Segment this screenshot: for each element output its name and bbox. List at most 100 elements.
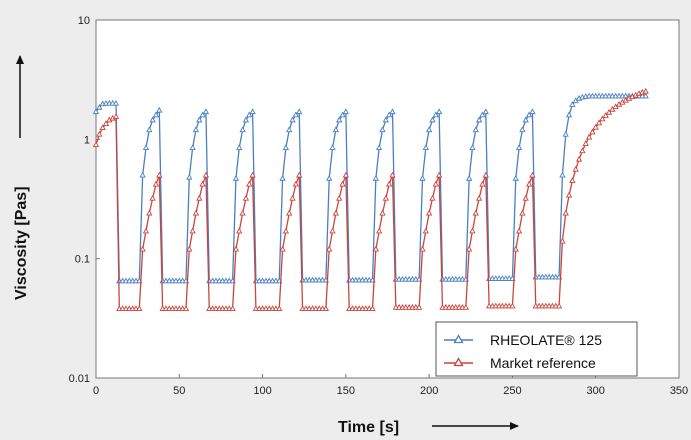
series-1	[92, 87, 649, 312]
data-point	[92, 108, 100, 115]
data-point	[595, 119, 603, 126]
data-point	[509, 302, 516, 309]
data-point	[279, 174, 286, 181]
legend-marker-rheolate	[453, 334, 464, 344]
data-point	[475, 194, 483, 201]
data-point	[482, 171, 489, 178]
data-point	[479, 180, 486, 187]
x-axis-title: Time [s]	[338, 419, 399, 436]
data-point	[559, 171, 566, 178]
data-point	[202, 171, 210, 178]
data-point	[196, 194, 203, 201]
data-point	[246, 180, 253, 187]
data-point	[239, 209, 246, 216]
data-point	[419, 174, 426, 181]
data-point	[389, 108, 396, 115]
data-point	[329, 144, 336, 151]
data-point	[372, 174, 379, 181]
data-point	[565, 191, 573, 198]
data-point	[156, 171, 163, 178]
data-point	[249, 108, 256, 115]
data-point	[435, 108, 443, 115]
data-point	[146, 209, 153, 216]
data-point	[429, 116, 436, 123]
data-point	[525, 111, 533, 118]
x-axis-ticks: 0 50 100 150 200 250 300 350	[93, 374, 688, 397]
legend-label-market: Market reference	[490, 355, 596, 371]
data-point	[282, 144, 290, 151]
data-point	[515, 227, 523, 234]
data-point	[332, 126, 340, 133]
data-point	[425, 126, 433, 133]
data-point	[336, 194, 343, 201]
data-point	[156, 106, 163, 113]
data-point	[562, 209, 569, 216]
y-tick-label: 0.1	[75, 254, 90, 266]
data-point	[465, 174, 473, 181]
data-point	[602, 112, 609, 118]
data-point	[149, 194, 156, 201]
data-point	[146, 126, 153, 133]
data-point	[519, 209, 526, 216]
data-point	[112, 99, 120, 106]
data-point	[525, 180, 533, 187]
data-point	[386, 180, 393, 187]
data-point	[482, 108, 489, 115]
data-point	[229, 305, 236, 312]
data-point	[522, 194, 529, 201]
data-point	[289, 116, 296, 123]
x-tick-label: 150	[337, 385, 355, 397]
data-point	[372, 245, 379, 252]
data-point	[339, 180, 346, 187]
legend-box	[435, 321, 638, 377]
data-point	[282, 227, 290, 234]
data-point	[246, 111, 253, 118]
data-point	[289, 194, 296, 201]
data-point	[96, 103, 103, 110]
data-point	[565, 111, 573, 118]
data-point	[529, 108, 536, 115]
data-point	[422, 144, 429, 151]
data-point	[236, 144, 243, 151]
data-point	[422, 227, 429, 234]
data-point	[189, 227, 196, 234]
data-point	[232, 245, 240, 252]
data-point	[465, 245, 473, 252]
data-point	[189, 144, 196, 151]
data-point	[575, 155, 583, 162]
data-point	[389, 171, 396, 178]
data-point	[96, 130, 103, 137]
data-point	[112, 113, 120, 119]
data-point	[555, 302, 563, 309]
data-point	[369, 305, 376, 312]
y-axis-ticks: 0.01 0.1 1 10	[69, 15, 100, 385]
data-point	[99, 124, 106, 131]
data-point	[296, 171, 303, 178]
data-point	[326, 174, 333, 181]
series-0	[92, 92, 649, 284]
data-point	[342, 171, 350, 178]
legend: RHEOLATE® 125 Market reference	[435, 321, 638, 377]
data-point	[339, 111, 346, 118]
data-point	[192, 126, 200, 133]
data-point	[286, 126, 293, 133]
data-point	[472, 209, 479, 216]
data-point	[186, 245, 193, 252]
data-point	[236, 227, 243, 234]
data-point	[432, 111, 439, 118]
data-point	[376, 144, 383, 151]
data-point	[419, 245, 426, 252]
data-point	[599, 115, 606, 122]
data-point	[429, 194, 436, 201]
data-point	[242, 194, 250, 201]
data-point	[199, 180, 206, 187]
data-point	[139, 245, 146, 252]
data-point	[192, 209, 200, 216]
x-tick-label: 300	[587, 385, 605, 397]
data-point	[462, 303, 469, 310]
data-point	[279, 245, 286, 252]
legend-marker-market	[453, 357, 464, 367]
data-point	[569, 177, 576, 183]
data-point	[249, 171, 256, 178]
data-point	[382, 194, 389, 201]
